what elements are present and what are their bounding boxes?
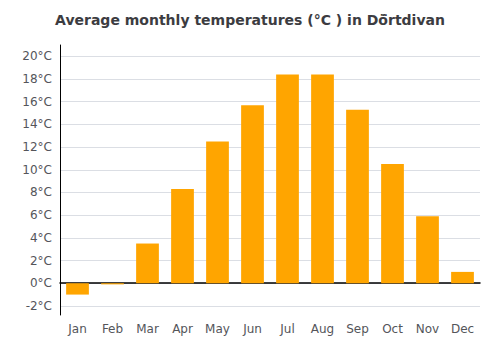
svg-text:10°C: 10°C <box>22 163 52 177</box>
svg-text:-2°C: -2°C <box>26 299 52 313</box>
svg-text:16°C: 16°C <box>22 95 52 109</box>
svg-text:May: May <box>205 322 230 336</box>
svg-text:Jul: Jul <box>279 322 294 336</box>
svg-text:Nov: Nov <box>416 322 439 336</box>
svg-text:Jan: Jan <box>67 322 87 336</box>
svg-text:Aug: Aug <box>311 322 334 336</box>
svg-text:18°C: 18°C <box>22 72 52 86</box>
svg-text:Apr: Apr <box>172 322 193 336</box>
svg-text:Dec: Dec <box>451 322 474 336</box>
svg-text:4°C: 4°C <box>30 231 52 245</box>
svg-text:12°C: 12°C <box>22 140 52 154</box>
svg-text:14°C: 14°C <box>22 117 52 131</box>
svg-text:8°C: 8°C <box>30 185 52 199</box>
svg-text:Average monthly temperatures (: Average monthly temperatures (°C ) in Dö… <box>55 12 445 28</box>
svg-text:6°C: 6°C <box>30 208 52 222</box>
svg-text:Oct: Oct <box>382 322 403 336</box>
svg-text:0°C: 0°C <box>30 276 52 290</box>
svg-text:2°C: 2°C <box>30 254 52 268</box>
svg-text:Feb: Feb <box>102 322 123 336</box>
svg-text:Mar: Mar <box>136 322 159 336</box>
svg-text:20°C: 20°C <box>22 49 52 63</box>
svg-text:Sep: Sep <box>346 322 369 336</box>
svg-text:Jun: Jun <box>242 322 262 336</box>
